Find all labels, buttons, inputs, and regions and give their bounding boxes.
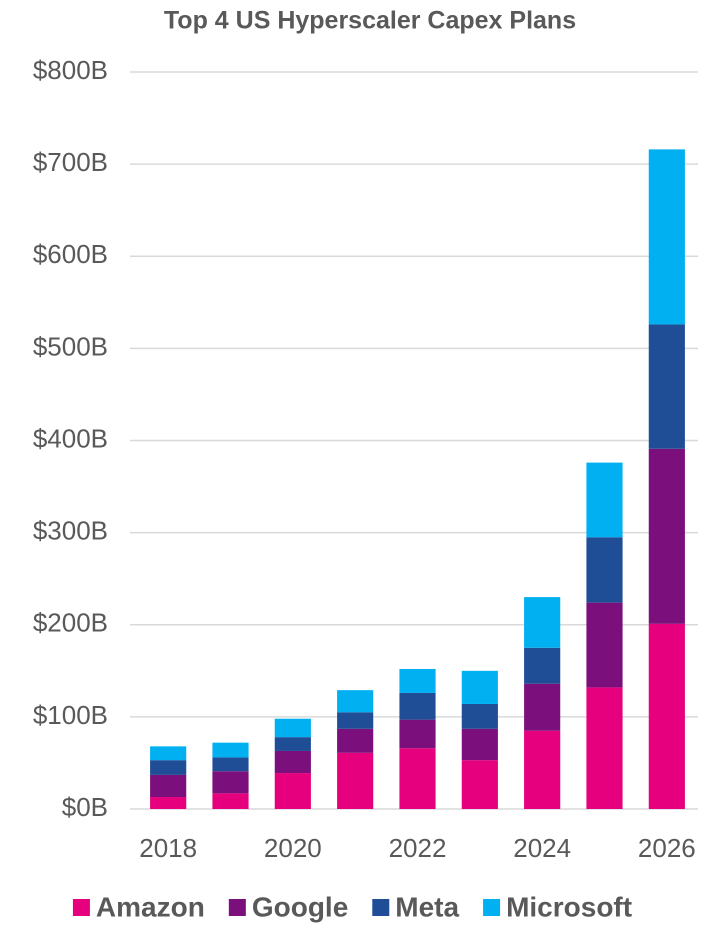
bar-segment — [274, 737, 311, 751]
x-tick-label: 2018 — [139, 833, 197, 863]
bar-segment — [461, 670, 498, 704]
y-tick-label: $100B — [33, 700, 108, 730]
bar-segment — [399, 692, 436, 720]
y-tick-label: $500B — [33, 331, 108, 361]
bar-segment — [586, 602, 623, 688]
bar-segment — [586, 687, 623, 809]
bar-segment — [586, 537, 623, 603]
y-tick-label: $800B — [33, 55, 108, 85]
bar-segment — [461, 703, 498, 729]
bar-segment — [212, 742, 249, 758]
legend-label: Google — [252, 891, 348, 922]
bar-segment — [524, 683, 561, 731]
bar-segment — [150, 774, 187, 798]
bar-segment — [212, 757, 249, 772]
bar-segment — [586, 462, 623, 538]
bar-segment — [461, 728, 498, 761]
legend-label: Meta — [395, 891, 459, 922]
x-tick-label: 2022 — [389, 833, 447, 863]
bar-segment — [150, 746, 187, 761]
legend-swatch — [228, 899, 246, 916]
bar-segment — [648, 149, 685, 325]
bar-segment — [337, 690, 374, 713]
bar-segment — [337, 728, 374, 753]
bar-segment — [648, 324, 685, 449]
legend-swatch — [483, 899, 501, 916]
bar-segment — [150, 797, 187, 809]
y-tick-label: $300B — [33, 516, 108, 546]
x-tick-label: 2024 — [513, 833, 571, 863]
x-tick-label: 2026 — [638, 833, 696, 863]
bar-segment — [399, 668, 436, 693]
y-tick-label: $600B — [33, 239, 108, 269]
y-tick-label: $700B — [33, 147, 108, 177]
y-tick-label: $400B — [33, 423, 108, 453]
legend-swatch — [372, 899, 390, 916]
bar-segment — [399, 748, 436, 809]
bar-segment — [337, 712, 374, 729]
bar-segment — [150, 760, 187, 775]
bar-segment — [524, 597, 561, 648]
x-tick-label: 2020 — [264, 833, 322, 863]
bar-segment — [648, 448, 685, 624]
bar-segment — [399, 719, 436, 749]
bar-segment — [461, 760, 498, 809]
bar-segment — [524, 730, 561, 809]
y-tick-label: $200B — [33, 608, 108, 638]
legend-swatch — [72, 899, 90, 916]
chart-title: Top 4 US Hyperscaler Capex Plans — [164, 7, 576, 35]
bar-segment — [274, 718, 311, 738]
bar-segment — [274, 750, 311, 774]
legend-label: Amazon — [96, 891, 205, 922]
legend-label: Microsoft — [506, 891, 632, 922]
bar-segment — [212, 771, 249, 794]
bar-segment — [648, 623, 685, 809]
bar-segment — [212, 793, 249, 809]
bar-segment — [274, 773, 311, 809]
bar-segment — [524, 647, 561, 684]
y-tick-label: $0B — [62, 792, 108, 822]
bar-segment — [337, 752, 374, 809]
